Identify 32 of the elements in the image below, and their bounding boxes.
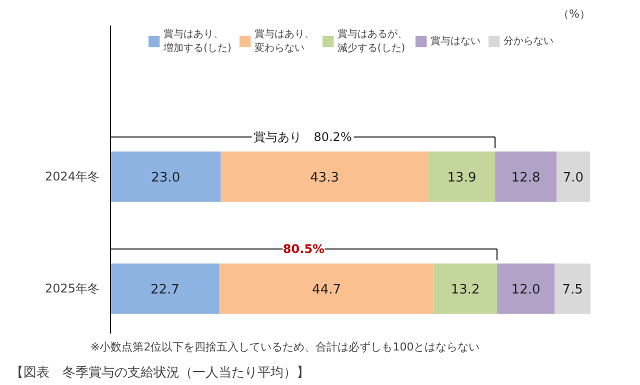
bar (496, 264, 555, 314)
bar (495, 152, 556, 202)
bar (434, 264, 497, 314)
legend-label: 賞与はあり、変わらない (254, 28, 314, 55)
text: ※小数点第2位以下を四捨五入しているため、合計は必ずしも100とはならない (90, 340, 480, 354)
legend-label: 賞与はあるが、減少する(した) (337, 28, 408, 55)
bar (428, 152, 496, 202)
annotation: 80.5% (282, 242, 325, 256)
legend-label: 賞与はない (430, 34, 480, 48)
bar (556, 152, 590, 202)
data-label: 44.7 (312, 282, 342, 298)
data-label: 12.8 (511, 170, 540, 186)
bar (554, 264, 590, 314)
data-label: 7.5 (562, 282, 583, 298)
data-label: 22.7 (150, 282, 180, 298)
data-label: 12.0 (511, 282, 540, 298)
annotation: 賞与あり 80.2% (254, 130, 352, 144)
legend-label: 賞与はあり、増加する(した) (164, 28, 232, 55)
y-tick-label: 2024年冬 (44, 170, 100, 184)
data-label: 23.0 (151, 170, 180, 186)
bar (219, 264, 434, 314)
data-label: 13.2 (450, 282, 480, 298)
bar (110, 264, 220, 314)
legend-label: 分からない (503, 35, 554, 48)
data-label: 43.3 (310, 170, 340, 186)
bar (220, 152, 428, 202)
bar (110, 152, 221, 202)
y-tick-label: 2025年冬 (44, 282, 100, 296)
data-label: 13.9 (447, 170, 476, 186)
text: 【図表 冬季賞与の支給状況（一人当たり平均）】 (10, 366, 310, 380)
text: （%） (558, 8, 590, 20)
data-label: 7.0 (562, 170, 584, 186)
